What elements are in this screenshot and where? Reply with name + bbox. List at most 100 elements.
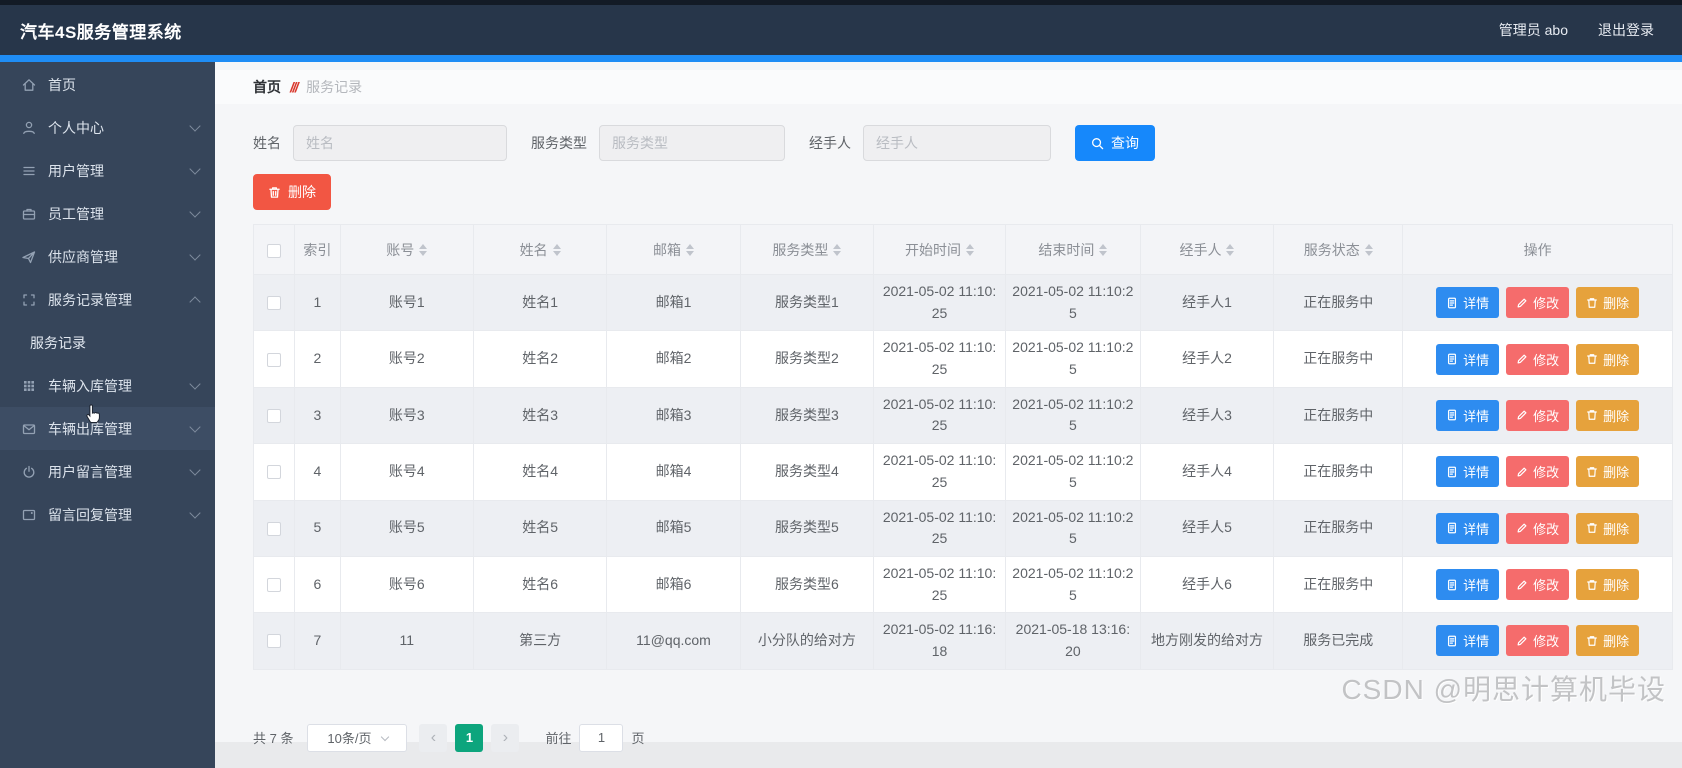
document-icon xyxy=(1448,522,1457,534)
detail-button[interactable]: 详情 xyxy=(1436,343,1500,375)
sidebar-item-service-records[interactable]: 服务记录管理 xyxy=(0,278,215,321)
sidebar-item-label: 用户管理 xyxy=(48,162,104,179)
detail-button[interactable]: 详情 xyxy=(1436,399,1500,431)
page-unit-label: 页 xyxy=(631,731,645,747)
sort-icon[interactable] xyxy=(552,243,561,256)
trash-icon xyxy=(1587,410,1598,421)
sidebar-item-label: 个人中心 xyxy=(48,119,104,136)
header-cell-actions: 操作 xyxy=(1402,224,1673,275)
edit-button[interactable]: 修改 xyxy=(1506,456,1570,488)
cell-service-type: 服务类型6 xyxy=(739,555,875,614)
cell-handler: 地方刚发的给对方 xyxy=(1139,612,1275,670)
edit-button[interactable]: 修改 xyxy=(1506,569,1570,601)
cell-start-time: 2021-05-02 11:10:25 xyxy=(873,499,1006,557)
detail-button[interactable]: 详情 xyxy=(1436,512,1500,544)
header-cell-start-time: 开始时间 xyxy=(873,224,1006,275)
header-cell-account: 账号 xyxy=(339,224,474,275)
sort-icon[interactable] xyxy=(833,243,842,256)
cell-email: 邮箱4 xyxy=(606,443,741,501)
name-input[interactable] xyxy=(293,125,507,161)
sidebar-item-profile[interactable]: 个人中心 xyxy=(0,106,215,149)
row-delete-button[interactable]: 删除 xyxy=(1576,456,1640,488)
row-delete-button[interactable]: 删除 xyxy=(1576,399,1640,431)
row-delete-button[interactable]: 删除 xyxy=(1576,512,1640,544)
sidebar-item-users[interactable]: 用户管理 xyxy=(0,149,215,192)
sidebar-item-label: 服务记录管理 xyxy=(48,291,132,308)
goto-page-input[interactable] xyxy=(579,723,624,752)
select-all-checkbox[interactable] xyxy=(267,243,282,258)
prev-page-button[interactable]: ‹ xyxy=(419,723,448,752)
document-icon xyxy=(1448,635,1457,647)
logout-link[interactable]: 退出登录 xyxy=(1598,22,1654,38)
sidebar-item-home[interactable]: 首页 xyxy=(0,63,215,106)
edit-button[interactable]: 修改 xyxy=(1506,625,1570,657)
chevron-down-icon xyxy=(189,377,201,390)
sidebar-item-message-replies[interactable]: 留言回复管理 xyxy=(0,493,215,536)
row-checkbox[interactable] xyxy=(267,296,282,311)
goto-label: 前往 xyxy=(545,731,572,747)
sort-icon[interactable] xyxy=(685,243,694,256)
row-delete-button[interactable]: 删除 xyxy=(1576,343,1640,375)
document-icon xyxy=(1448,353,1457,365)
admin-user-label[interactable]: 管理员 abo xyxy=(1498,22,1568,38)
row-checkbox[interactable] xyxy=(267,408,282,423)
detail-button[interactable]: 详情 xyxy=(1436,569,1500,601)
edit-button[interactable]: 修改 xyxy=(1506,343,1570,375)
handler-input[interactable] xyxy=(863,125,1051,161)
next-page-button[interactable]: › xyxy=(491,723,520,752)
sort-icon[interactable] xyxy=(1364,243,1373,256)
row-checkbox[interactable] xyxy=(267,578,282,593)
row-checkbox[interactable] xyxy=(267,634,282,649)
sort-icon[interactable] xyxy=(419,243,428,256)
sort-icon[interactable] xyxy=(1226,243,1235,256)
sidebar-item-label: 车辆入库管理 xyxy=(48,377,132,394)
edit-button[interactable]: 修改 xyxy=(1506,512,1570,544)
cell-actions: 详情 修改 删除 xyxy=(1402,330,1673,388)
trash-icon xyxy=(269,186,280,198)
detail-button[interactable]: 详情 xyxy=(1436,287,1500,319)
bulk-delete-button[interactable]: 删除 xyxy=(253,174,331,210)
header-cell-end-time: 结束时间 xyxy=(1005,224,1141,275)
detail-button[interactable]: 详情 xyxy=(1436,625,1500,657)
accent-bar xyxy=(0,55,1682,62)
query-button[interactable]: 查询 xyxy=(1075,125,1155,161)
row-checkbox[interactable] xyxy=(267,465,282,480)
pen-icon xyxy=(1517,636,1527,646)
chevron-down-icon xyxy=(189,506,201,519)
cell-index: 2 xyxy=(294,330,341,388)
home-icon xyxy=(21,77,37,93)
pen-icon xyxy=(1517,354,1527,364)
sidebar-item-user-messages[interactable]: 用户留言管理 xyxy=(0,450,215,493)
row-delete-button[interactable]: 删除 xyxy=(1576,625,1640,657)
detail-button[interactable]: 详情 xyxy=(1436,456,1500,488)
trash-icon xyxy=(1587,354,1598,364)
send-icon xyxy=(21,249,37,265)
grid-icon xyxy=(21,378,37,394)
sidebar-subitem-service-record[interactable]: 服务记录 xyxy=(30,334,86,351)
cell-start-time: 2021-05-02 11:10:25 xyxy=(873,330,1006,388)
user-icon xyxy=(21,120,37,136)
breadcrumb-home[interactable]: 首页 xyxy=(253,79,281,95)
edit-button[interactable]: 修改 xyxy=(1506,399,1570,431)
sidebar-item-vehicle-inbound[interactable]: 车辆入库管理 xyxy=(0,364,215,407)
page-size-select[interactable]: 10条/页 xyxy=(307,723,408,752)
sidebar-item-vehicle-outbound[interactable]: 车辆出库管理 xyxy=(0,407,215,450)
sidebar-item-staff[interactable]: 员工管理 xyxy=(0,192,215,235)
service-type-input[interactable] xyxy=(599,125,785,161)
row-delete-button[interactable]: 删除 xyxy=(1576,287,1640,319)
cell-email: 邮箱2 xyxy=(606,330,741,388)
cell-status: 正在服务中 xyxy=(1273,330,1404,388)
cell-start-time: 2021-05-02 11:10:25 xyxy=(873,386,1006,445)
row-delete-button[interactable]: 删除 xyxy=(1576,569,1640,601)
sort-icon[interactable] xyxy=(1099,243,1108,256)
cell-end-time: 2021-05-02 11:10:25 xyxy=(1005,386,1141,445)
sidebar-item-suppliers[interactable]: 供应商管理 xyxy=(0,235,215,278)
sort-icon[interactable] xyxy=(966,243,975,256)
chevron-down-icon xyxy=(189,463,201,476)
breadcrumb-current: 服务记录 xyxy=(306,79,363,95)
row-checkbox[interactable] xyxy=(267,521,282,536)
row-checkbox[interactable] xyxy=(267,352,282,367)
current-page-button[interactable]: 1 xyxy=(455,723,484,752)
edit-button[interactable]: 修改 xyxy=(1506,287,1570,319)
mouse-cursor-icon xyxy=(86,404,100,424)
